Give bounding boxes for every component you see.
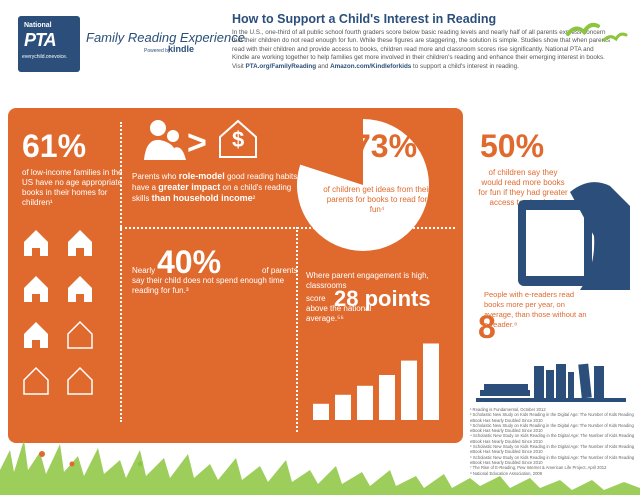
kindle-logo: kindle xyxy=(168,44,195,54)
footnote: ⁷ The Rise of E-Reading, Pew Internet & … xyxy=(470,465,607,471)
chart-bar xyxy=(335,394,351,420)
stat-73-text: of children get ideas from their parents… xyxy=(323,185,431,214)
role-model-text: Parents who role-model good reading habi… xyxy=(132,171,302,204)
intro-paragraph: In the U.S., one-third of all public sch… xyxy=(232,29,612,71)
parent-child-reading-icon xyxy=(144,120,186,160)
footnotes: ¹ Reading is Fundamental, October 2012 ²… xyxy=(470,407,635,476)
chart-bar xyxy=(423,343,439,420)
stat-73-value: 73% xyxy=(353,128,418,164)
stat-28-text: above the national average.⁵⁶ xyxy=(306,304,372,323)
chart-bar xyxy=(313,403,329,420)
divider xyxy=(120,227,455,229)
intro-end: to support a child's interest in reading… xyxy=(413,62,519,70)
stat-40-text: say their child does not spend enough ti… xyxy=(132,276,285,295)
powered-by: Powered by xyxy=(144,48,171,54)
footnote: ¹ Reading is Fundamental, October 2012 xyxy=(470,407,546,412)
footnote: ⁴ Scholastic New Study on Kids Reading i… xyxy=(470,433,635,444)
page-title: How to Support a Child's Interest in Rea… xyxy=(232,12,497,26)
stat-61-value: 61% xyxy=(22,128,87,164)
pta-tagline: everychild.onevoice. xyxy=(22,54,68,60)
role-text-3: on a child's reading skills xyxy=(132,183,292,203)
pta-name: PTA xyxy=(24,30,57,50)
role-text-bold-3: than household income xyxy=(151,193,253,203)
role-footnote: ² xyxy=(252,194,256,203)
birds-icon xyxy=(566,22,628,42)
stat-8-value: 8 xyxy=(478,309,496,345)
stat-8-text: People with e-readers read books more pe… xyxy=(484,290,587,329)
divider xyxy=(296,227,298,432)
greater-than-symbol: > xyxy=(187,124,207,162)
intro-and: and xyxy=(317,62,329,70)
chart-bar xyxy=(357,385,373,420)
stat-50-value: 50% xyxy=(480,128,545,164)
footnote: ³ Scholastic New Study on Kids Reading i… xyxy=(470,422,634,434)
pie-slice-73 xyxy=(296,119,429,251)
amazon-link[interactable]: Amazon.com/Kindleforkids xyxy=(330,62,412,70)
intro-text: In the U.S., one-third of all public sch… xyxy=(232,29,611,70)
lightbulb-icon xyxy=(320,131,346,159)
footnote: ⁸ National Education Association, 2009 xyxy=(470,470,543,476)
pta-national-label: National xyxy=(24,22,52,29)
stat-40-value: 40% xyxy=(157,244,222,280)
ereader-hand-icon xyxy=(518,182,630,290)
house-dollar-icon xyxy=(219,119,257,158)
role-text-1: Parents who xyxy=(132,172,177,181)
pie-chart-73 xyxy=(296,119,429,251)
pta-link[interactable]: PTA.org/FamilyReading xyxy=(245,62,317,70)
nearly-label: Nearly xyxy=(132,266,156,275)
of-parents-label: of parents xyxy=(262,266,298,275)
parent-engagement-text: Where parent engagement is high, classro… xyxy=(306,271,429,290)
rising-bar-chart xyxy=(312,324,441,420)
role-text-bold-2: greater impact xyxy=(158,182,221,192)
experience-title: Family Reading Experience xyxy=(86,30,245,45)
dollar-symbol: $ xyxy=(232,127,245,152)
chart-bar xyxy=(401,360,417,420)
chart-bar xyxy=(379,375,395,420)
role-text-2: good reading habits have a xyxy=(132,172,298,192)
score-label: score xyxy=(306,294,326,303)
footnote: ² Scholastic New Study on Kids Reading i… xyxy=(470,412,634,423)
divider xyxy=(120,122,122,422)
pta-logo: National PTA everychild.onevoice. xyxy=(18,16,80,72)
books-icon xyxy=(476,363,626,402)
stat-61-text: of low-income families in the US have no… xyxy=(22,168,123,207)
role-text-bold-1: role-model xyxy=(178,171,225,181)
grass-decoration xyxy=(0,440,640,495)
footnote: ⁶ Scholastic New Study on Kids Reading i… xyxy=(470,454,635,465)
houses-icon xyxy=(23,230,93,395)
footnote: ⁵ Scholastic New Study on Kids Reading i… xyxy=(470,444,635,455)
stat-28-value: 28 points xyxy=(334,286,431,311)
